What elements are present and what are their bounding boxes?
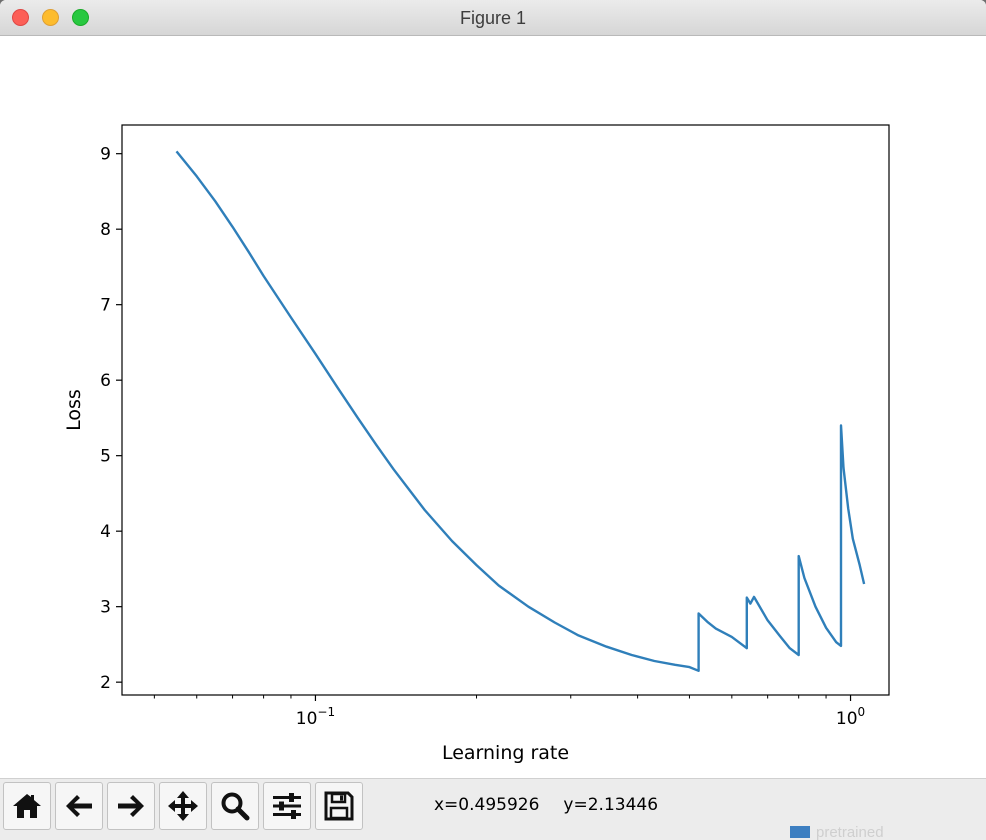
axes-frame [121,124,890,696]
loss-chart[interactable]: 2 3 4 5 6 7 8 9 10−1 100 Learning rate Loss [0,36,986,778]
y-tick-label: 4 [100,522,111,542]
back-button[interactable] [55,782,103,830]
home-icon [13,794,41,818]
x-tick-label: 100 [836,705,865,729]
zoom-window-button[interactable] [72,9,89,26]
configure-subplots-button[interactable] [263,782,311,830]
minimize-window-button[interactable] [42,9,59,26]
close-window-button[interactable] [12,9,29,26]
x-axis-label: Learning rate [442,742,569,764]
y-tick-label: 9 [100,145,111,165]
cursor-x-readout: x=0.495926 [434,795,540,815]
navigation-toolbar [0,778,986,840]
y-tick-label: 7 [100,296,111,316]
cursor-coordinates: x=0.495926 y=2.13446 [434,795,682,815]
x-tick-label: 10−1 [296,705,335,729]
window-title: Figure 1 [459,8,527,28]
move-icon [168,791,198,821]
arrow-left-icon [66,795,92,817]
cursor-y-readout: y=2.13446 [563,795,659,815]
magnifier-icon [221,792,250,821]
save-button[interactable] [315,782,363,830]
loss-series-line [175,150,866,672]
y-tick-label: 6 [100,371,111,391]
y-tick-label: 2 [100,673,111,693]
y-tick-label: 5 [100,447,111,467]
arrow-right-icon [118,795,144,817]
title-bar[interactable]: Figure 1 [0,0,986,36]
forward-button[interactable] [107,782,155,830]
pan-button[interactable] [159,782,207,830]
folder-icon [790,826,810,838]
y-axis-label: Loss [63,389,85,431]
desktop-folder: pretrained [790,824,920,840]
y-tick-label: 3 [100,598,111,618]
home-button[interactable] [3,782,51,830]
floppy-disk-icon [324,791,354,821]
folder-label: pretrained [816,824,884,840]
y-tick-label: 8 [100,220,111,240]
sliders-icon [273,793,301,819]
zoom-button[interactable] [211,782,259,830]
figure-canvas[interactable]: 2 3 4 5 6 7 8 9 10−1 100 Learning rate Loss [0,36,986,778]
